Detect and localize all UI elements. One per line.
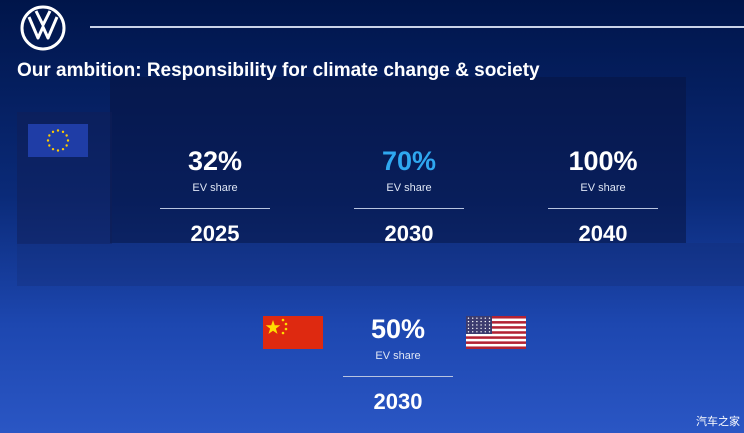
background-band xyxy=(17,243,744,286)
stat-percent: 50% xyxy=(370,314,426,344)
stat-divider xyxy=(343,376,453,377)
stat-europe-2025: 32% EV share 2025 xyxy=(145,146,285,247)
china-flag xyxy=(263,316,323,349)
stat-europe-2040: 100% EV share 2040 xyxy=(533,146,673,247)
stat-year: 2025 xyxy=(190,221,240,246)
eu-flag xyxy=(28,124,88,157)
page-title: Our ambition: Responsibility for climate… xyxy=(17,60,540,81)
stat-divider xyxy=(548,208,658,209)
stat-year: 2040 xyxy=(578,221,628,246)
stat-china-us-2030: 50% EV share 2030 xyxy=(328,314,468,415)
vw-logo xyxy=(20,5,66,51)
stat-percent: 32% xyxy=(187,146,243,176)
stat-europe-2030: 70% EV share 2030 xyxy=(339,146,479,247)
stat-year: 2030 xyxy=(373,389,423,414)
header-rule xyxy=(90,26,744,28)
stat-label: EV share xyxy=(386,182,432,194)
stat-label: EV share xyxy=(192,182,238,194)
us-flag xyxy=(466,316,526,349)
stat-year: 2030 xyxy=(384,221,434,246)
stat-label: EV share xyxy=(580,182,626,194)
stat-percent: 100% xyxy=(568,146,638,176)
stat-divider xyxy=(160,208,270,209)
stat-label: EV share xyxy=(375,350,421,362)
watermark: 汽车之家 xyxy=(696,416,740,428)
stat-divider xyxy=(354,208,464,209)
stat-percent: 70% xyxy=(381,146,437,176)
background-panel xyxy=(110,77,686,243)
